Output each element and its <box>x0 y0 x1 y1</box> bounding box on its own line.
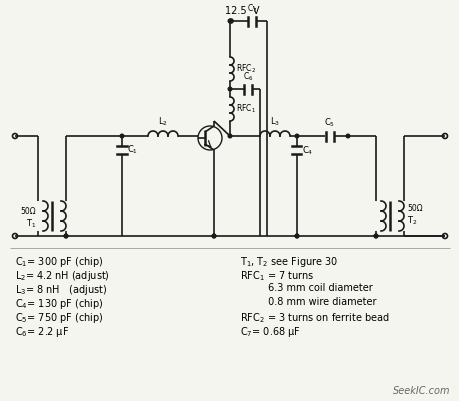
Circle shape <box>373 234 377 238</box>
Text: SeekIC.com: SeekIC.com <box>392 386 449 396</box>
Text: L$_2$: L$_2$ <box>158 115 168 128</box>
Circle shape <box>120 134 123 138</box>
Circle shape <box>64 234 67 238</box>
Text: RFC$_2$: RFC$_2$ <box>235 63 255 75</box>
Text: T$_1$, T$_2$ see Figure 30: T$_1$, T$_2$ see Figure 30 <box>240 255 338 269</box>
Circle shape <box>295 234 298 238</box>
Text: C$_6$: C$_6$ <box>242 71 253 83</box>
Circle shape <box>64 234 67 238</box>
Text: 6.3 mm coil diameter: 6.3 mm coil diameter <box>240 283 372 293</box>
Text: L$_2$= 4.2 nH (adjust): L$_2$= 4.2 nH (adjust) <box>15 269 110 283</box>
Text: T$_2$: T$_2$ <box>406 215 416 227</box>
Circle shape <box>295 134 298 138</box>
Text: C$_1$: C$_1$ <box>127 144 138 156</box>
Circle shape <box>295 234 298 238</box>
Text: T$_1$: T$_1$ <box>26 218 36 230</box>
Text: C$_5$: C$_5$ <box>324 117 335 129</box>
Text: RFC$_1$: RFC$_1$ <box>235 103 255 115</box>
Text: RFC$_2$ = 3 turns on ferrite bead: RFC$_2$ = 3 turns on ferrite bead <box>240 311 389 325</box>
Circle shape <box>228 19 231 23</box>
Text: C$_4$= 130 pF (chip): C$_4$= 130 pF (chip) <box>15 297 103 311</box>
Text: 12.5  V: 12.5 V <box>224 6 259 16</box>
Text: C$_7$= 0.68 μF: C$_7$= 0.68 μF <box>240 325 300 339</box>
Circle shape <box>212 234 215 238</box>
Text: L$_3$: L$_3$ <box>269 115 280 128</box>
Text: C$_7$: C$_7$ <box>246 2 257 15</box>
Circle shape <box>228 87 231 91</box>
Text: 50Ω: 50Ω <box>406 205 422 213</box>
Text: C$_6$= 2.2 μF: C$_6$= 2.2 μF <box>15 325 69 339</box>
Circle shape <box>373 234 377 238</box>
Text: RFC$_1$ = 7 turns: RFC$_1$ = 7 turns <box>240 269 314 283</box>
Text: C$_4$: C$_4$ <box>302 145 313 157</box>
Circle shape <box>346 134 349 138</box>
Text: 50Ω: 50Ω <box>20 207 36 217</box>
Circle shape <box>212 234 215 238</box>
Text: C$_1$= 300 pF (chip): C$_1$= 300 pF (chip) <box>15 255 103 269</box>
Circle shape <box>228 134 231 138</box>
Text: L$_3$= 8 nH   (adjust): L$_3$= 8 nH (adjust) <box>15 283 107 297</box>
Text: 0.8 mm wire diameter: 0.8 mm wire diameter <box>240 297 375 307</box>
Text: C$_5$= 750 pF (chip): C$_5$= 750 pF (chip) <box>15 311 103 325</box>
